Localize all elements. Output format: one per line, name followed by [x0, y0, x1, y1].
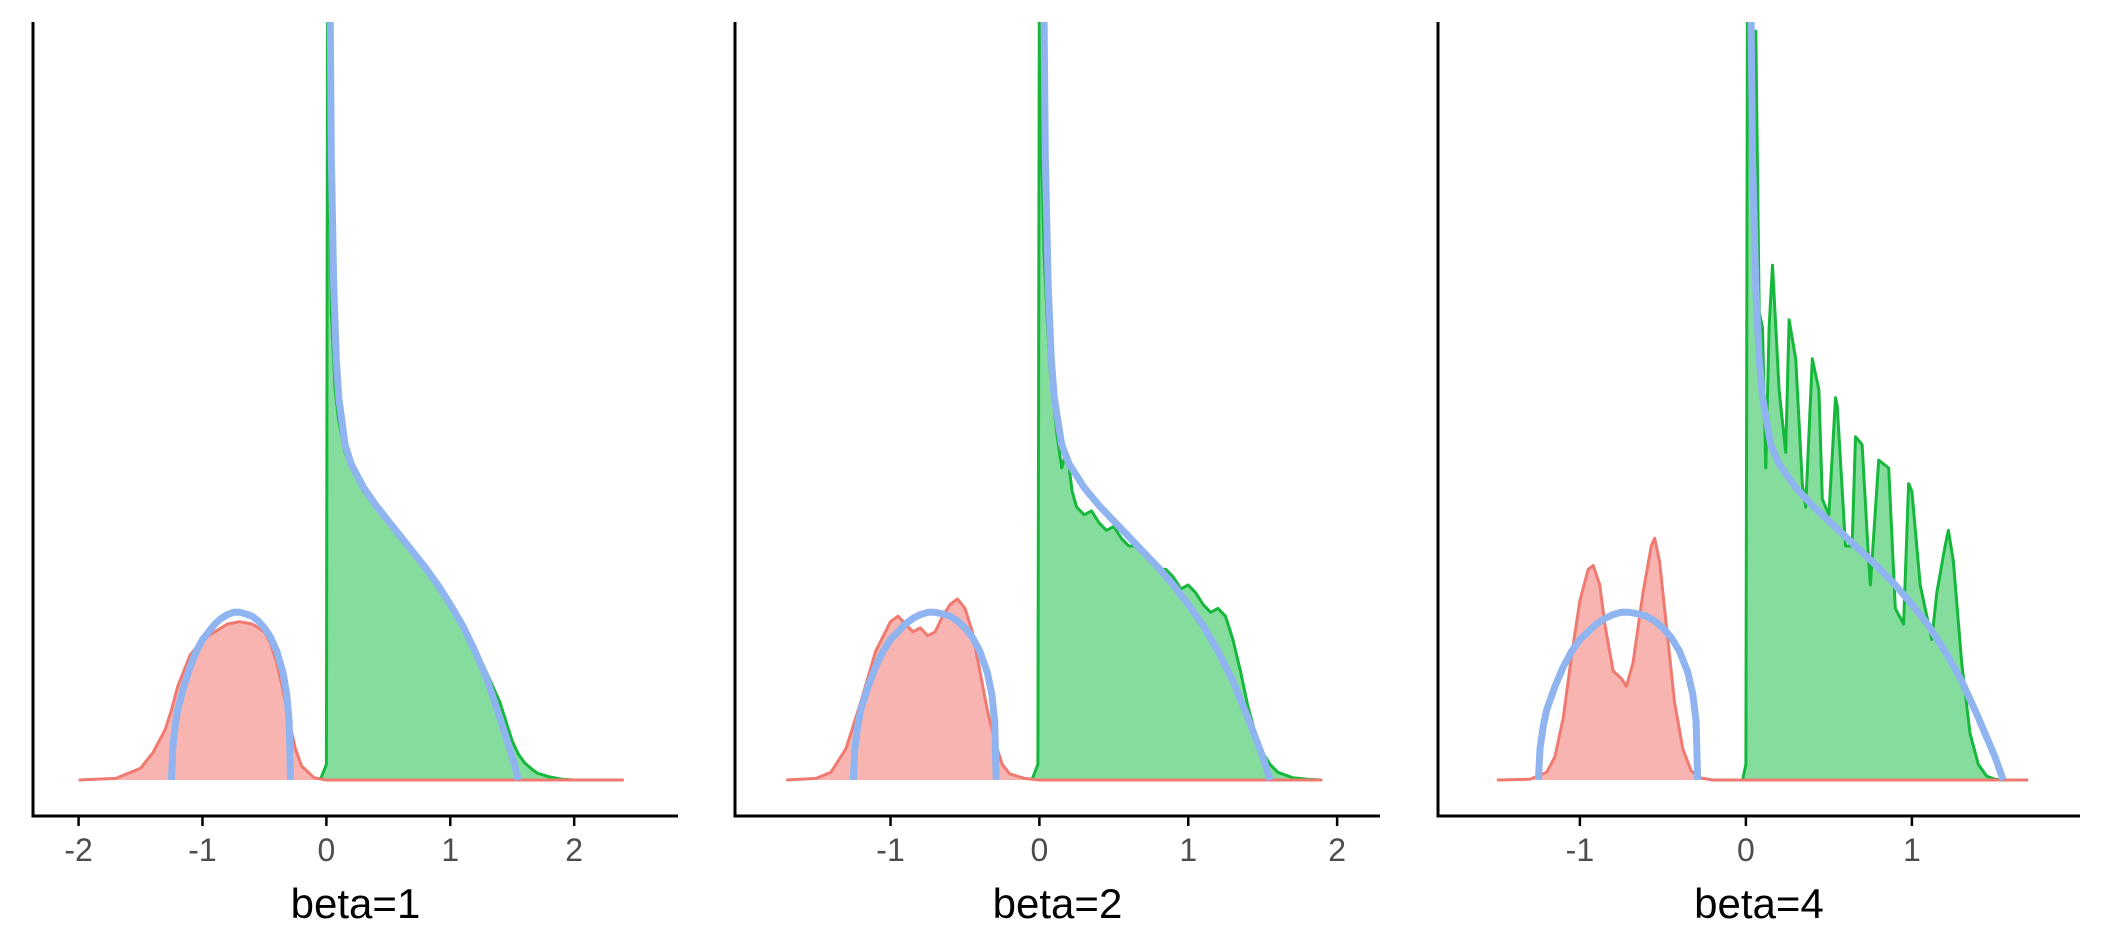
panel-2: -1 0 1 2 beta=2	[733, 22, 1380, 927]
panel-3: -1 0 1 beta=4	[1436, 22, 2080, 927]
green-density-area	[320, 22, 624, 780]
x-tick-label: 0	[1737, 832, 1755, 868]
x-tick-label: -1	[188, 832, 216, 868]
red-density-area	[786, 599, 1323, 780]
x-axis-title: beta=4	[1694, 880, 1824, 927]
x-tick-label: 0	[1030, 832, 1048, 868]
blue-theory-right-curve	[1747, 22, 2007, 782]
blue-theory-right-curve	[1040, 22, 1274, 782]
x-axis-title: beta=2	[993, 880, 1123, 927]
panel-plot-area	[786, 22, 1323, 782]
green-density-area	[1742, 22, 2029, 780]
x-tick-label: 2	[1328, 832, 1346, 868]
blue-theory-right-curve	[326, 22, 522, 781]
green-density-area	[1031, 22, 1323, 780]
blue-theory-left-curve	[849, 608, 1000, 781]
x-axis-title: beta=1	[291, 880, 421, 927]
red-density-line	[78, 620, 624, 782]
panel-plot-area	[78, 22, 624, 782]
panel-plot-area	[1496, 22, 2029, 782]
red-density-area	[78, 621, 624, 780]
red-density-area	[1496, 538, 2029, 780]
x-tick-label: 1	[1179, 832, 1197, 868]
x-tick-label: -1	[1566, 832, 1594, 868]
x-tick-label: -2	[64, 832, 92, 868]
x-tick-label: 1	[441, 832, 459, 868]
panel-1: -2 -1 0 1 2 beta=1	[31, 22, 678, 927]
x-tick-label: 2	[565, 832, 583, 868]
x-tick-label: 0	[317, 832, 335, 868]
blue-theory-left-curve	[1534, 608, 1702, 781]
x-tick-label: -1	[876, 832, 904, 868]
blue-theory-left-curve	[168, 608, 294, 781]
x-tick-label: 1	[1903, 832, 1921, 868]
